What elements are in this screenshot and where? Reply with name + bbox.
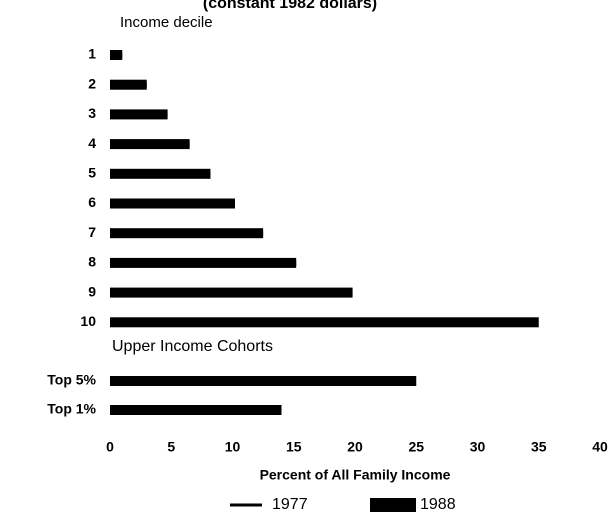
bar-1977 [110,320,484,326]
bar-1977 [110,112,168,118]
legend-label: 1988 [420,496,456,513]
y-tick-label: 5 [88,165,96,181]
bar-1977 [110,231,264,237]
legend-swatch [370,498,416,512]
subtitle: Income decile [120,14,213,31]
x-tick-label: 15 [286,439,302,455]
chart-title: (constant 1982 dollars) [203,0,377,12]
x-tick-label: 25 [408,439,424,455]
y-tick-label: 3 [88,105,96,121]
x-tick-label: 35 [531,439,547,455]
bar-1977 [110,290,353,296]
bar-1977 [110,82,147,88]
bar-1977 [110,201,235,207]
y-tick-label: 7 [88,224,96,240]
legend-label: 1977 [272,496,308,513]
y-tick-label: 8 [88,254,96,270]
bar-1977 [110,171,211,177]
y-tick-label: 4 [88,135,96,151]
bar-1977 [110,142,190,148]
y-tick-label: 2 [88,75,96,91]
bar-1977 [110,408,218,413]
x-tick-label: 30 [470,439,486,455]
x-tick-label: 5 [167,439,175,455]
bar-1977 [110,53,123,58]
y-tick-label: 1 [88,46,96,62]
x-tick-label: 0 [106,439,114,455]
x-tick-label: 20 [347,439,363,455]
x-tick-label: 40 [592,439,608,455]
y-tick-label: 9 [88,283,96,299]
y-tick-label: Top 1% [47,401,96,417]
y-tick-label: 6 [88,194,96,210]
x-tick-label: 10 [225,439,241,455]
y-tick-label: 10 [80,313,96,329]
bar-1977 [110,379,362,384]
x-axis-label: Percent of All Family Income [260,467,451,483]
bar-1977 [110,260,297,266]
section-label: Upper Income Cohorts [112,338,273,355]
y-tick-label: Top 5% [47,372,96,388]
